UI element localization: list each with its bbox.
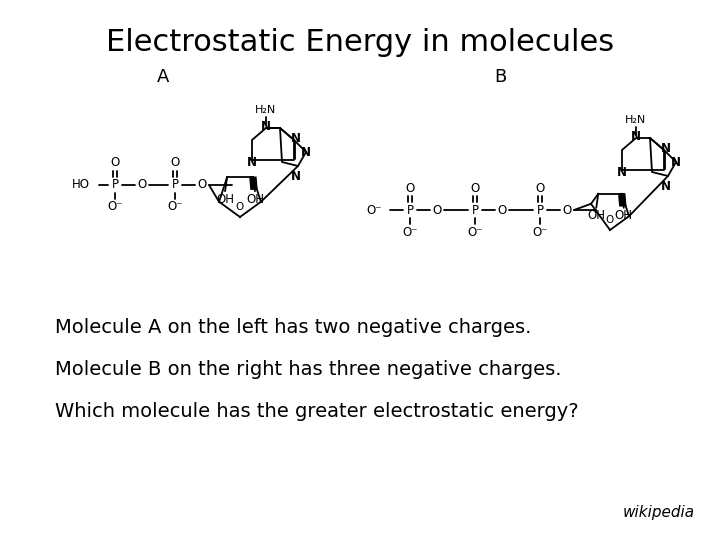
Text: B: B (494, 68, 506, 86)
Text: Molecule B on the right has three negative charges.: Molecule B on the right has three negati… (55, 360, 562, 379)
Text: P: P (112, 179, 119, 192)
Text: O: O (562, 204, 572, 217)
Text: O⁻: O⁻ (532, 226, 548, 239)
Text: wikipedia: wikipedia (623, 505, 695, 520)
Text: O⁻: O⁻ (366, 204, 382, 217)
Polygon shape (618, 194, 626, 206)
Text: O: O (606, 215, 614, 225)
Text: O: O (536, 181, 544, 194)
Polygon shape (250, 177, 257, 189)
Text: O: O (405, 181, 415, 194)
Text: O: O (470, 181, 480, 194)
Text: O: O (138, 179, 147, 192)
Text: O: O (110, 157, 120, 170)
Text: A: A (157, 68, 169, 86)
Text: N: N (261, 119, 271, 132)
Text: OH: OH (615, 210, 633, 222)
Text: O⁻: O⁻ (402, 226, 418, 239)
Text: Electrostatic Energy in molecules: Electrostatic Energy in molecules (106, 28, 614, 57)
Text: N: N (671, 156, 681, 168)
Text: OH: OH (216, 193, 234, 206)
Text: P: P (536, 204, 544, 217)
Text: Molecule A on the left has two negative charges.: Molecule A on the left has two negative … (55, 318, 531, 337)
Text: O⁻: O⁻ (467, 226, 482, 239)
Text: Which molecule has the greater electrostatic energy?: Which molecule has the greater electrost… (55, 402, 579, 421)
Text: OH: OH (588, 210, 606, 222)
Text: N: N (247, 156, 257, 168)
Text: O: O (498, 204, 507, 217)
Text: O⁻: O⁻ (107, 200, 122, 213)
Text: H₂N: H₂N (256, 105, 276, 115)
Text: HO: HO (72, 179, 90, 192)
Text: P: P (407, 204, 413, 217)
Text: N: N (291, 132, 301, 145)
Text: P: P (472, 204, 479, 217)
Text: O: O (236, 202, 244, 212)
Text: N: N (631, 130, 641, 143)
Text: N: N (661, 179, 671, 192)
Text: P: P (171, 179, 179, 192)
Text: OH: OH (246, 193, 264, 206)
Text: O: O (433, 204, 441, 217)
Text: N: N (291, 170, 301, 183)
Text: N: N (617, 165, 627, 179)
Text: H₂N: H₂N (626, 115, 647, 125)
Text: O: O (197, 179, 207, 192)
Text: O: O (171, 157, 179, 170)
Text: N: N (301, 145, 311, 159)
Text: O⁻: O⁻ (167, 200, 183, 213)
Text: N: N (661, 141, 671, 154)
